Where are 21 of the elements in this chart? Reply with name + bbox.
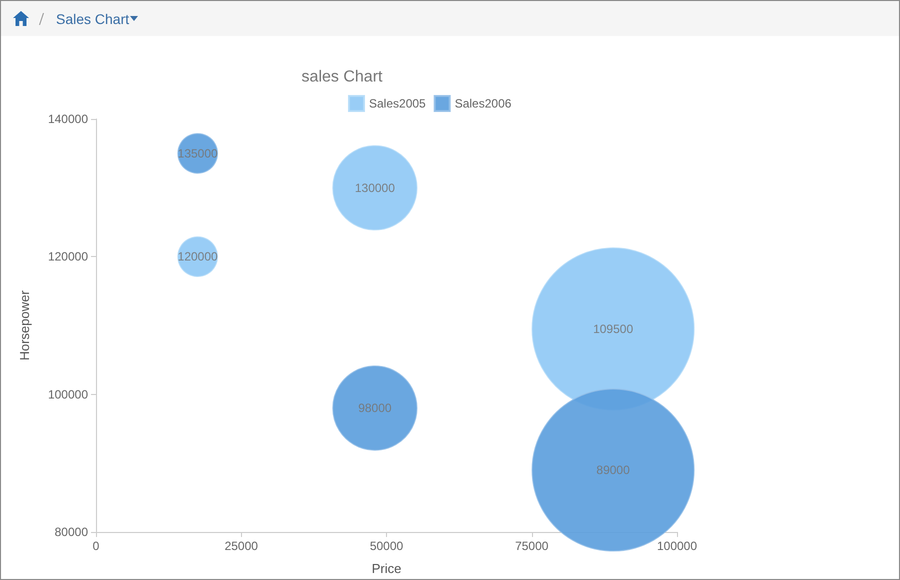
y-tick-label: 140000 [48,112,88,126]
x-tick-label: 75000 [515,539,549,553]
data-label: 130000 [354,180,396,195]
y-tick-label: 80000 [54,525,88,539]
x-tick-label: 50000 [370,539,404,553]
data-label: 98000 [358,401,392,416]
x-axis-title: Price [372,561,402,576]
x-tick-label: 0 [92,539,100,553]
legend-label: Sales2006 [454,96,512,110]
y-axis-title: Horsepower [17,290,32,361]
y-tick-label: 120000 [48,250,88,264]
text: Sales Chart [56,10,130,26]
chart-title: sales Chart [302,68,384,86]
data-label: 135000 [178,146,218,160]
x-tick-label: 25000 [224,539,258,553]
x-tick-label: 100000 [656,539,698,553]
data-label: 89000 [596,463,630,478]
legend-label: Sales2005 [369,96,426,110]
data-label: 109500 [593,322,634,336]
data-label: 120000 [178,250,218,264]
y-tick-label: 100000 [48,387,88,402]
